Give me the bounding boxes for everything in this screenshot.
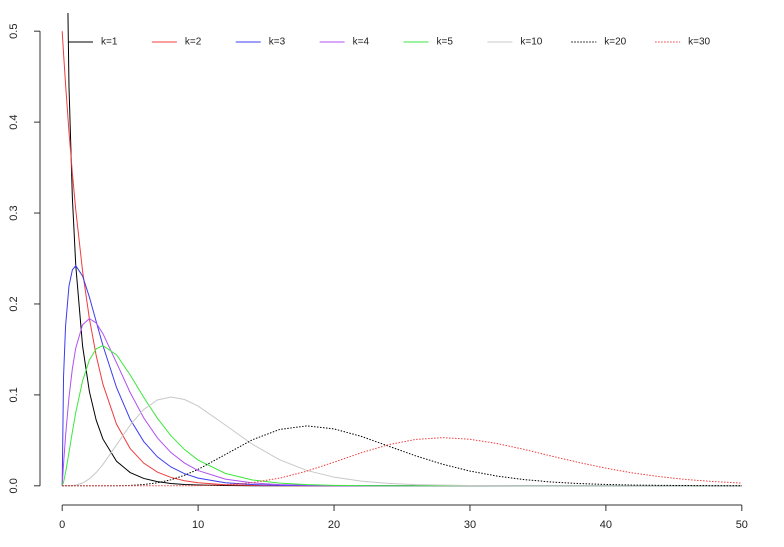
series-line xyxy=(61,264,742,487)
y-tick-label: 0.1 xyxy=(8,387,20,402)
y-tick-label: 0.4 xyxy=(8,114,20,129)
plot-area xyxy=(61,13,742,487)
legend-label: k=2 xyxy=(185,37,202,48)
legend-label: k=5 xyxy=(437,37,454,48)
y-tick-label: 0.5 xyxy=(8,24,20,39)
legend-label: k=10 xyxy=(520,37,542,48)
legend-label: k=4 xyxy=(353,37,370,48)
x-tick-label: 40 xyxy=(600,519,612,531)
series-line xyxy=(61,31,742,487)
series-line xyxy=(67,13,742,487)
series-line xyxy=(61,317,742,487)
legend-label: k=1 xyxy=(101,37,118,48)
series-line xyxy=(61,345,742,487)
series-line xyxy=(62,437,742,487)
x-tick-label: 20 xyxy=(328,519,340,531)
legend-label: k=30 xyxy=(688,37,710,48)
x-tick-label: 10 xyxy=(192,519,204,531)
y-tick-label: 0.3 xyxy=(8,205,20,220)
legend-label: k=3 xyxy=(269,37,286,48)
y-tick-label: 0.2 xyxy=(8,296,20,311)
x-tick-label: 50 xyxy=(736,519,748,531)
x-tick-label: 30 xyxy=(464,519,476,531)
x-tick-label: 0 xyxy=(59,519,65,531)
y-tick-label: 0.0 xyxy=(8,478,20,493)
series-line xyxy=(62,396,742,487)
legend-label: k=20 xyxy=(604,37,626,48)
series-line xyxy=(62,425,742,487)
